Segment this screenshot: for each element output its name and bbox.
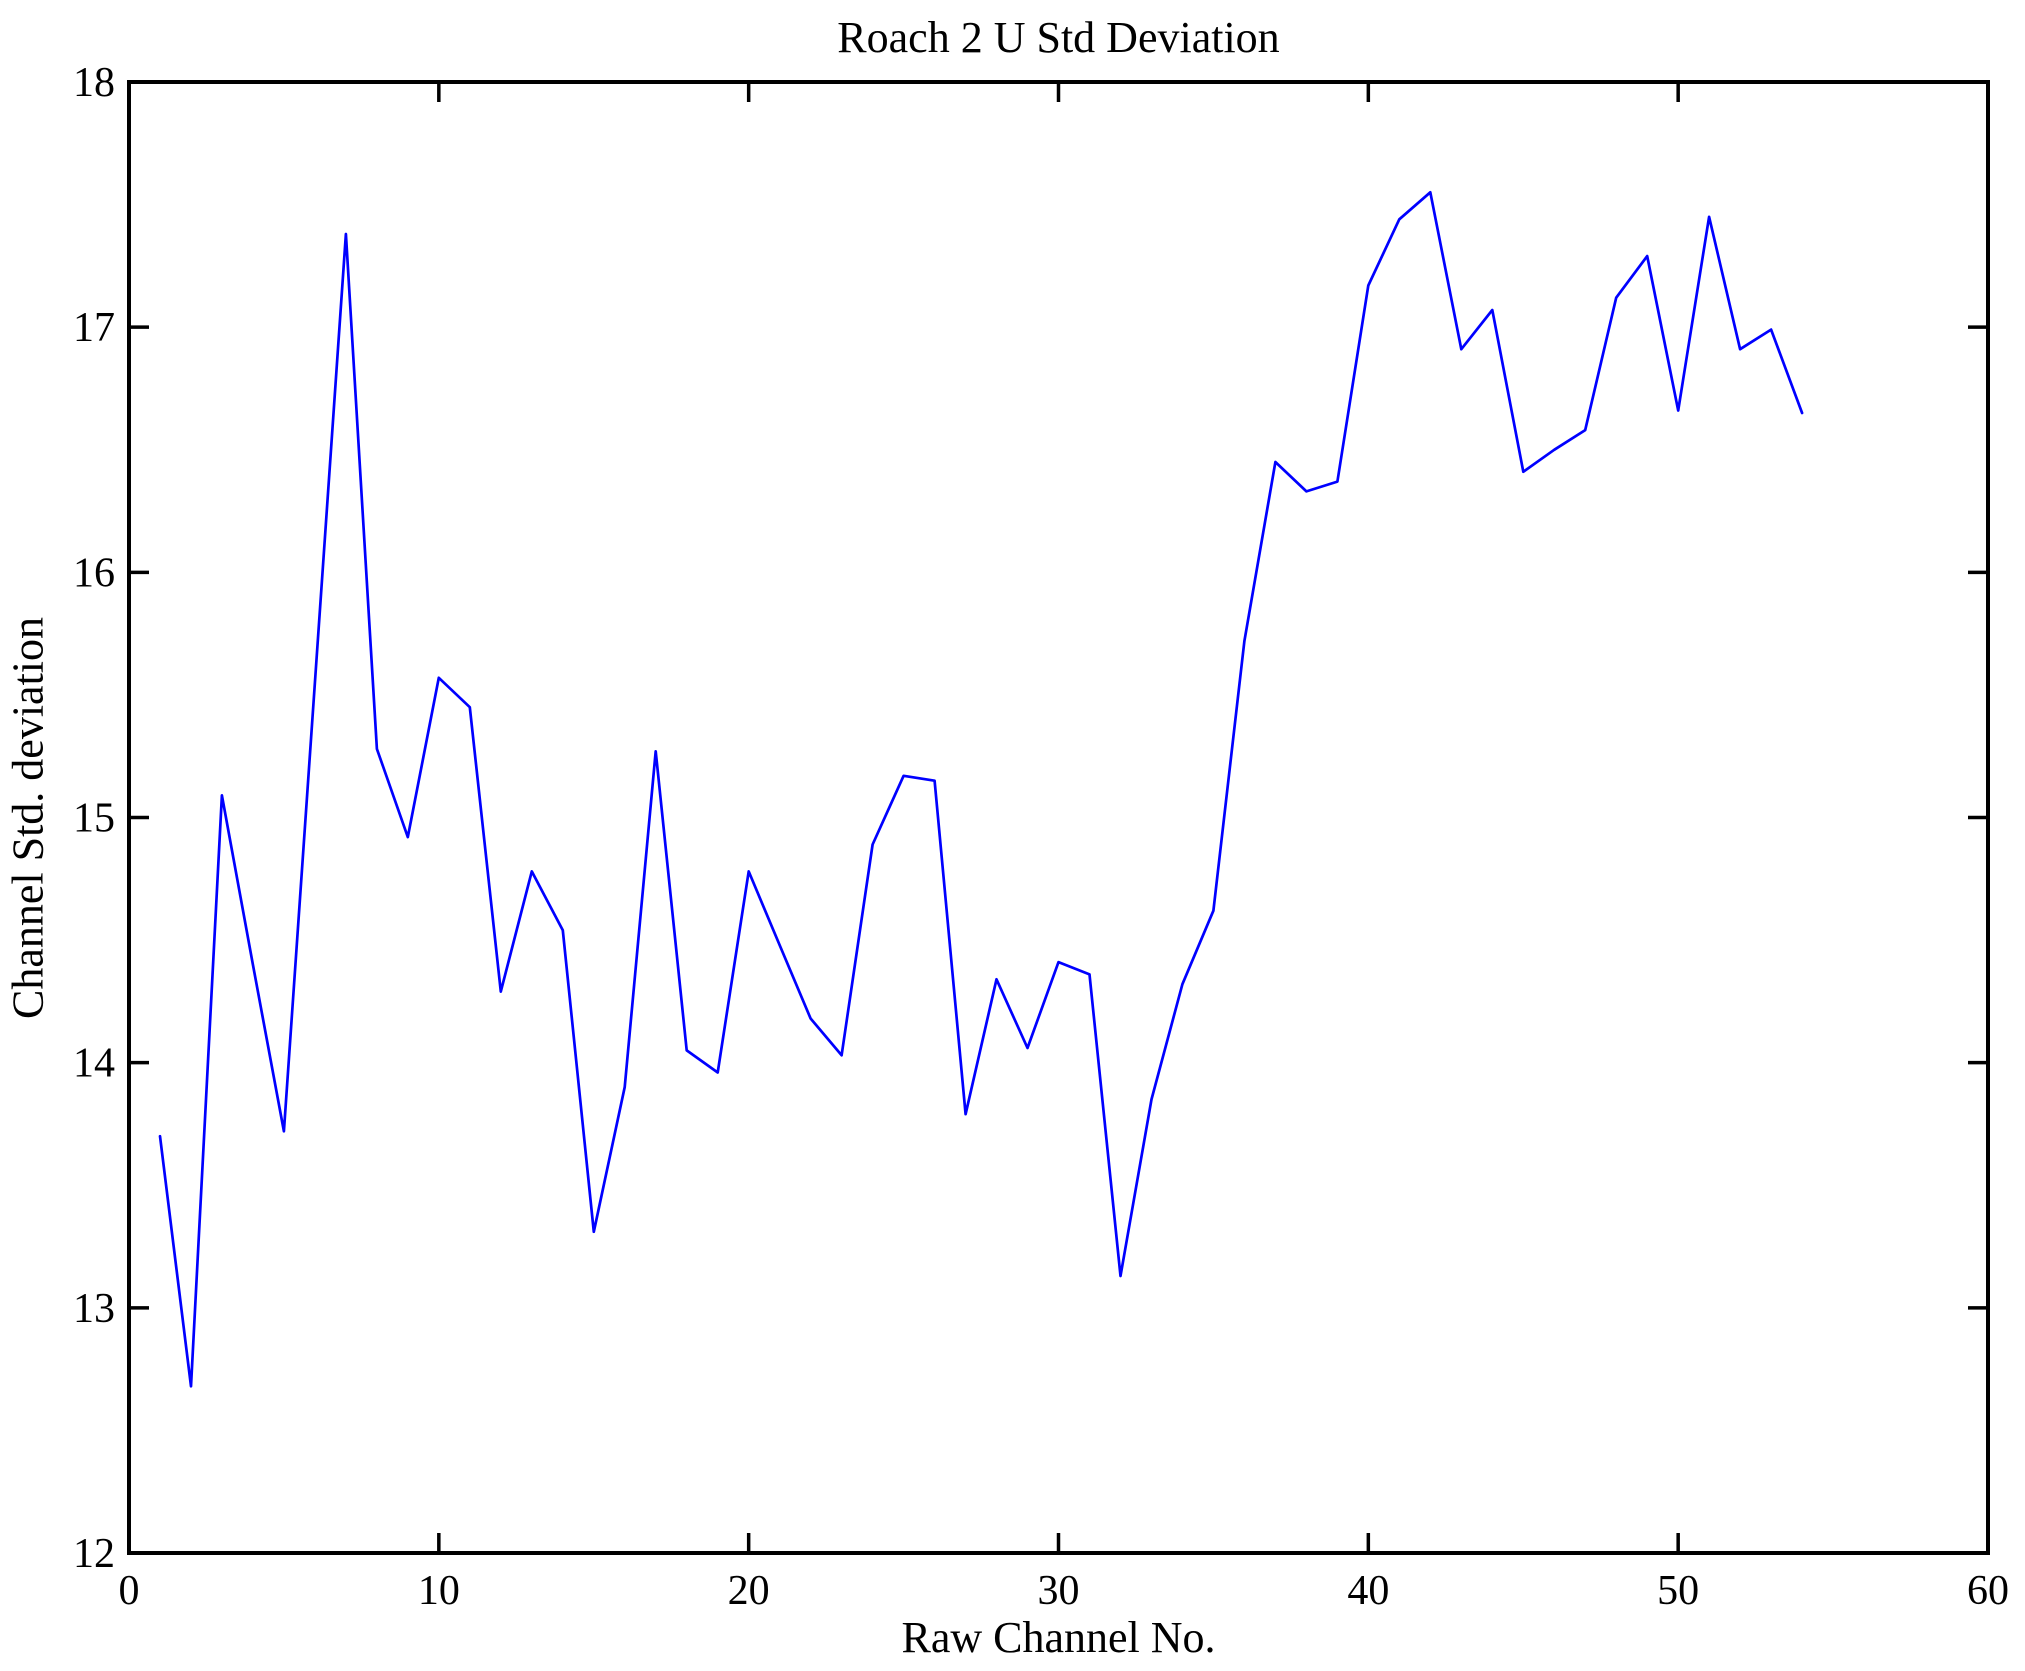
y-tick-label-17: 17 <box>73 305 115 351</box>
x-tick-label-10: 10 <box>418 1568 460 1614</box>
data-series-line <box>158 190 1804 1388</box>
y-tick-label-12: 12 <box>73 1531 115 1577</box>
y-tick-label-16: 16 <box>73 550 115 596</box>
y-tick-label-13: 13 <box>73 1286 115 1332</box>
x-tick-label-0: 0 <box>119 1568 140 1614</box>
x-tick-label-60: 60 <box>1967 1568 2009 1614</box>
x-tick-label-30: 30 <box>1038 1568 1080 1614</box>
x-tick-label-20: 20 <box>728 1568 770 1614</box>
x-axis-label: Raw Channel No. <box>901 1613 1216 1662</box>
axes-box <box>127 80 1990 1555</box>
x-tick-label-50: 50 <box>1657 1568 1699 1614</box>
y-tick-label-14: 14 <box>73 1041 115 1087</box>
y-tick-label-15: 15 <box>73 796 115 842</box>
y-tick-label-18: 18 <box>73 60 115 106</box>
y-axis-label: Channel Std. deviation <box>3 616 53 1020</box>
chart-title: Roach 2 U Std Deviation <box>837 13 1280 62</box>
x-tick-label-40: 40 <box>1347 1568 1389 1614</box>
